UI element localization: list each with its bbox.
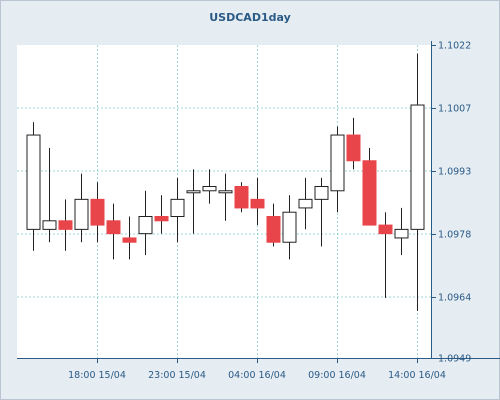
x-tick-label: 18:00 15/04 — [68, 370, 126, 381]
candle-body-down — [58, 220, 73, 230]
candle — [90, 182, 105, 243]
y-tick-label: 1.1022 — [438, 41, 471, 52]
axes: 1.1022 1.1007 1.0993 1.0978 1.0964 1.0949 18:0… — [17, 41, 500, 381]
candle — [250, 177, 265, 226]
candles — [26, 53, 425, 311]
candle-body-down — [106, 220, 121, 235]
y-tick-label: 1.0949 — [438, 354, 471, 365]
candle-body-down — [90, 198, 105, 226]
candle-body-up — [298, 198, 313, 209]
candle — [122, 216, 137, 260]
x-tick-label: 04:00 16/04 — [228, 370, 286, 381]
candle — [298, 177, 313, 230]
candle — [154, 195, 169, 234]
candle-body-up — [410, 104, 425, 230]
candle — [170, 177, 185, 243]
y-tick-label: 1.0978 — [438, 230, 471, 241]
candle-body-up — [218, 190, 233, 194]
candle — [186, 169, 201, 234]
candle — [266, 203, 281, 247]
candle — [74, 173, 89, 243]
chart-title: USDCAD1day — [209, 11, 291, 24]
candle-body-up — [170, 198, 185, 218]
candle-body-down — [346, 134, 361, 162]
candle — [138, 190, 153, 256]
y-tick-label: 1.1007 — [438, 104, 471, 115]
candle — [410, 53, 425, 311]
x-tick-label: 23:00 15/04 — [148, 370, 206, 381]
y-tick-label: 1.0993 — [438, 167, 471, 178]
candle-body-down — [122, 237, 137, 243]
x-tick-label: 09:00 16/04 — [308, 370, 366, 381]
candle-body-down — [378, 224, 393, 235]
y-tick-label: 1.0964 — [438, 293, 471, 304]
candle — [330, 126, 345, 213]
candle — [394, 207, 409, 256]
candle-body-up — [74, 198, 89, 230]
candle-body-up — [330, 134, 345, 192]
candle-body-up — [282, 211, 297, 243]
x-tick-label: 14:00 16/04 — [388, 370, 446, 381]
candle-body-down — [250, 198, 265, 209]
candle-body-down — [234, 185, 249, 209]
candle — [314, 177, 329, 247]
candle — [218, 173, 233, 221]
candle-body-up — [394, 228, 409, 239]
candle — [58, 199, 73, 251]
candle-body-up — [186, 190, 201, 194]
candle-body-down — [154, 216, 169, 222]
candle — [378, 212, 393, 298]
candle — [42, 147, 57, 243]
candle — [346, 117, 361, 170]
candle — [234, 182, 249, 213]
candle-body-down — [362, 160, 377, 226]
candle — [106, 203, 121, 260]
candle — [26, 122, 41, 251]
candle-body-down — [266, 216, 281, 243]
candle — [362, 147, 377, 226]
candle — [202, 169, 217, 204]
candle — [282, 195, 297, 260]
candle-body-up — [138, 216, 153, 235]
candle-body-up — [42, 220, 57, 230]
candle-body-up — [202, 185, 217, 192]
candle-body-up — [26, 134, 41, 230]
candle-body-up — [314, 185, 329, 200]
